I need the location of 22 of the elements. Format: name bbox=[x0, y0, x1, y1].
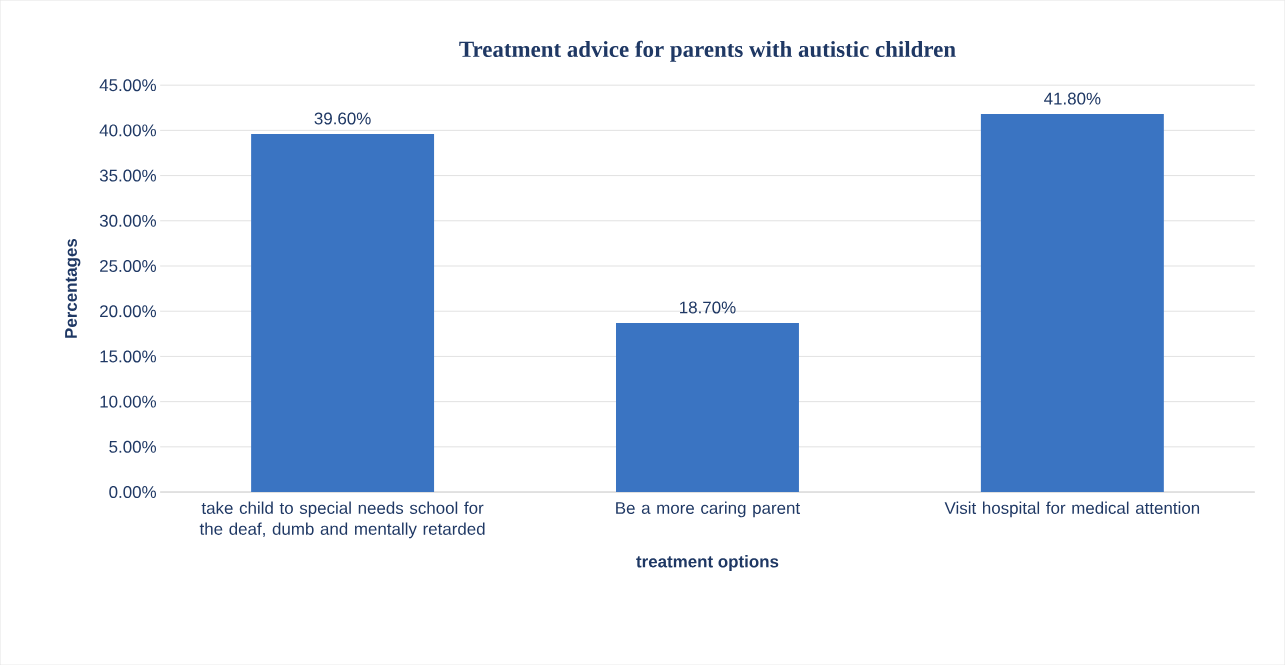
data-label: 39.60% bbox=[314, 112, 371, 125]
data-label: 41.80% bbox=[1044, 92, 1101, 105]
y-tick-label: 30.00% bbox=[99, 214, 157, 227]
y-tick-label: 25.00% bbox=[100, 259, 157, 272]
y-tick-label: 40.00% bbox=[99, 124, 157, 137]
x-tick-label: take child to special needs school for the deaf, dumb and mentally retarded bbox=[199, 501, 485, 539]
x-axis-title: treatment options bbox=[636, 555, 779, 571]
data-label: 18.70% bbox=[680, 301, 736, 314]
y-axis-title: Percentages bbox=[65, 238, 81, 338]
x-tick-label: Visit hospital for medical attention bbox=[944, 501, 1200, 518]
y-tick-label: 10.00% bbox=[100, 395, 157, 408]
y-tick-label: 0.00% bbox=[109, 485, 157, 498]
y-tick-label: 20.00% bbox=[100, 305, 157, 318]
y-tick-label: 35.00% bbox=[99, 169, 157, 182]
x-tick-label: Be a more caring parent bbox=[616, 501, 801, 518]
bar bbox=[980, 114, 1164, 492]
bar bbox=[251, 133, 435, 492]
y-tick-label: 45.00% bbox=[99, 79, 157, 92]
y-tick-label: 15.00% bbox=[100, 350, 157, 363]
chart-title: Treatment advice for parents with autistic children bbox=[459, 40, 956, 62]
y-tick-label: 5.00% bbox=[109, 440, 157, 453]
bar bbox=[616, 322, 799, 492]
